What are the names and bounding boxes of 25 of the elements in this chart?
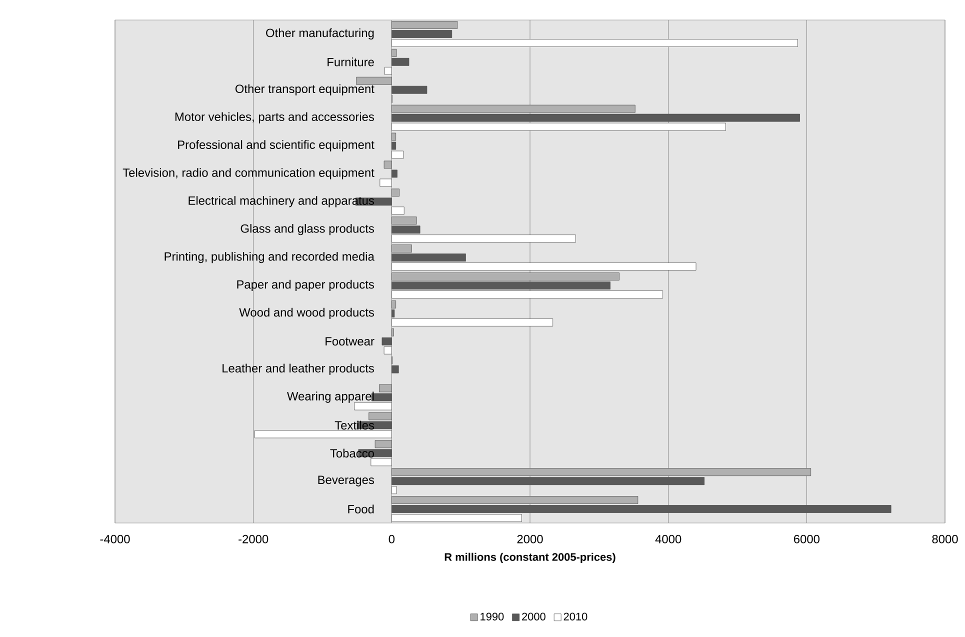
legend-label: 2000 [522, 612, 546, 620]
y-tick-label: Other transport equipment [235, 84, 374, 96]
x-tick-label: -4000 [100, 534, 130, 544]
y-tick-label: Printing, publishing and recorded media [164, 252, 374, 264]
legend-label: 1990 [480, 612, 504, 620]
x-tick-label: 4000 [655, 534, 682, 544]
y-tick-label: Wood and wood products [239, 308, 374, 319]
y-tick-label: Furniture [328, 58, 374, 66]
y-tick-label: Beverages [318, 476, 374, 486]
y-tick-label: Paper and paper products [237, 280, 374, 292]
x-tick-label: -2000 [238, 534, 268, 544]
x-tick-label: 6000 [794, 534, 820, 544]
x-tick-label: 0 [388, 534, 395, 544]
y-tick-label: Leather and leather products [222, 364, 374, 375]
y-tick-label: Footwear [326, 337, 374, 346]
y-tick-label: Motor vehicles, parts and accessories [175, 112, 374, 124]
y-tick-label: Professional and scientific equipment [178, 140, 374, 152]
y-tick-label: Television, radio and communication equipment [122, 168, 374, 180]
x-tick-label: 8000 [932, 534, 958, 544]
legend-label: 2010 [564, 612, 588, 620]
y-tick-label: Food [348, 504, 374, 514]
x-axis-title: R millions (constant 2005-prices) [444, 552, 616, 564]
y-tick-label: Other manufacturing [266, 28, 374, 40]
y-tick-label: Glass and glass products [240, 224, 374, 236]
x-tick-label: 2000 [517, 534, 543, 544]
